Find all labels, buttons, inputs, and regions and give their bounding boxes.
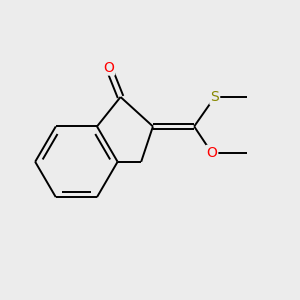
Text: O: O [206,146,217,160]
Text: S: S [210,90,219,104]
Text: O: O [103,61,114,75]
